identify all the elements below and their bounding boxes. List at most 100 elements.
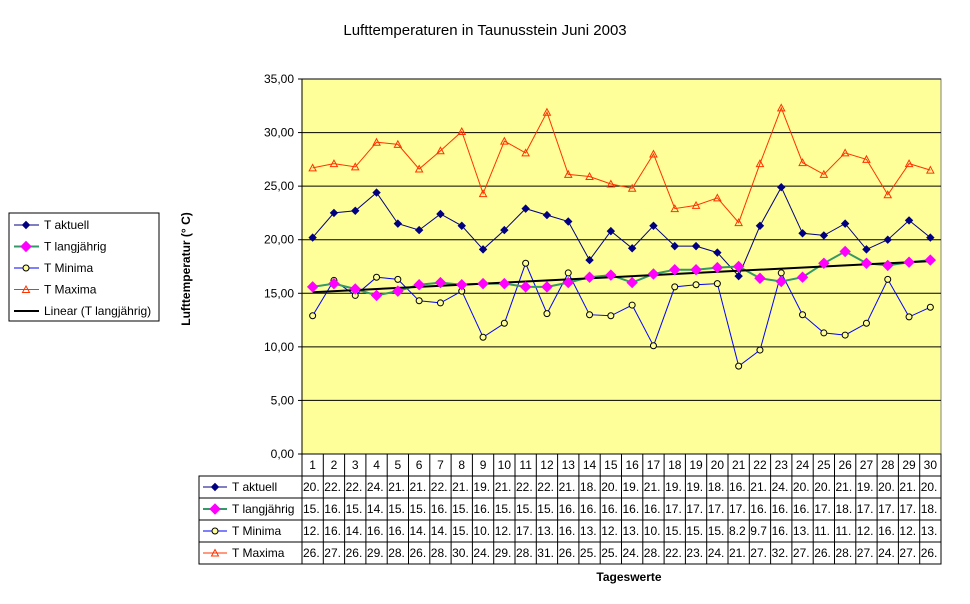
data-point <box>819 231 829 240</box>
table-cell: 19. <box>623 480 640 494</box>
data-point <box>798 158 807 167</box>
row-series-name: T Maxima <box>232 546 285 560</box>
data-point <box>776 103 786 112</box>
table-cell: 16. <box>324 524 341 538</box>
data-point <box>647 268 660 280</box>
table-cell: 24. <box>473 546 490 560</box>
data-point <box>840 219 850 228</box>
table-cell: 16. <box>367 524 384 538</box>
data-point <box>734 218 743 227</box>
y-tick-label: 35,00 <box>264 72 294 86</box>
table-cell: 20. <box>814 480 831 494</box>
data-point <box>628 301 636 309</box>
data-point <box>210 482 220 492</box>
category-label: 23 <box>775 458 789 472</box>
data-point <box>372 137 381 146</box>
table-cell: 16. <box>623 502 640 516</box>
data-point <box>349 283 361 295</box>
data-point <box>22 264 30 272</box>
data-point <box>211 527 219 535</box>
table-cell: 18. <box>708 480 725 494</box>
table-cell: 28. <box>836 546 853 560</box>
data-point <box>308 233 317 242</box>
table-cell: 26. <box>346 546 363 560</box>
data-point <box>500 319 508 327</box>
table-cell: 12. <box>303 524 320 538</box>
data-point <box>20 240 32 253</box>
data-point <box>820 329 828 337</box>
data-point <box>904 159 914 168</box>
table-cell: 23. <box>686 546 703 560</box>
data-point <box>926 165 935 174</box>
table-cell: 24. <box>623 546 640 560</box>
table-cell: 28. <box>431 546 448 560</box>
data-point <box>585 255 594 265</box>
table-cell: 21. <box>899 480 916 494</box>
table-cell: 19. <box>473 480 490 494</box>
data-point <box>606 179 616 188</box>
data-point <box>777 269 785 277</box>
row-series-name: T Minima <box>232 524 281 538</box>
legend-item: T langjährig <box>44 240 106 254</box>
table-cell: 15. <box>537 502 554 516</box>
data-point <box>755 221 765 230</box>
y-tick-label: 20,00 <box>264 233 294 247</box>
data-point <box>478 245 488 254</box>
table-cell: 16. <box>878 524 895 538</box>
data-point <box>329 159 339 168</box>
data-point <box>479 333 487 341</box>
table-cell: 15. <box>516 502 533 516</box>
chart-title: Lufttemperaturen in Taunusstein Juni 200… <box>343 22 627 39</box>
table-cell: 26. <box>559 546 576 560</box>
category-label: 16 <box>625 458 639 472</box>
category-label: 25 <box>817 458 831 472</box>
category-label: 5 <box>395 458 402 472</box>
data-point <box>519 281 532 293</box>
table-cell: 26. <box>814 546 831 560</box>
category-label: 3 <box>352 458 359 472</box>
data-point <box>370 289 383 302</box>
table-cell: 31. <box>537 546 554 560</box>
category-label: 8 <box>458 458 465 472</box>
table-cell: 16. <box>729 480 746 494</box>
table-cell: 15. <box>346 502 363 516</box>
table-cell: 18. <box>921 502 938 516</box>
table-cell: 27. <box>899 546 916 560</box>
table-cell: 26. <box>410 546 427 560</box>
table-cell: 30. <box>452 546 469 560</box>
data-point <box>777 183 786 192</box>
table-cell: 21. <box>559 480 576 494</box>
y-tick-label: 30,00 <box>264 126 294 140</box>
table-cell: 21. <box>388 480 405 494</box>
category-label: 19 <box>689 458 703 472</box>
data-point <box>543 310 551 318</box>
data-point <box>393 219 403 228</box>
table-cell: 28. <box>388 546 405 560</box>
data-point <box>732 260 745 273</box>
table-cell: 17. <box>878 502 895 516</box>
data-point <box>605 269 617 281</box>
data-point <box>308 163 317 172</box>
table-cell: 21. <box>729 546 746 560</box>
table-cell: 20. <box>601 480 618 494</box>
data-point <box>583 271 596 283</box>
data-point <box>373 273 381 281</box>
category-label: 14 <box>583 458 597 472</box>
data-point <box>735 362 743 370</box>
table-cell: 24. <box>708 546 725 560</box>
data-point <box>754 272 766 284</box>
category-label: 26 <box>838 458 852 472</box>
table-cell: 15. <box>388 502 405 516</box>
category-label: 6 <box>416 458 423 472</box>
data-point <box>626 276 638 289</box>
table-cell: 25. <box>580 546 597 560</box>
table-cell: 15. <box>303 502 320 516</box>
table-cell: 17. <box>516 524 533 538</box>
table-cell: 13. <box>537 524 554 538</box>
table-cell: 24. <box>772 480 789 494</box>
data-point <box>796 271 809 283</box>
table-cell: 15. <box>686 524 703 538</box>
data-point <box>21 220 31 230</box>
table-cell: 21. <box>836 480 853 494</box>
legend-item: Linear (T langjährig) <box>44 304 151 318</box>
